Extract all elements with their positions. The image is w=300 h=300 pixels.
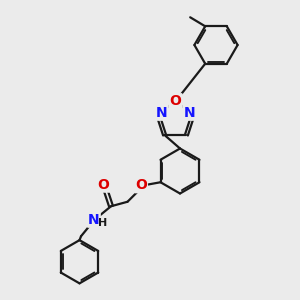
Text: H: H	[98, 218, 107, 228]
Text: O: O	[169, 94, 181, 108]
Text: N: N	[88, 213, 100, 227]
Text: N: N	[184, 106, 195, 120]
Text: N: N	[156, 106, 167, 120]
Text: O: O	[98, 178, 110, 192]
Text: O: O	[169, 94, 181, 108]
Text: O: O	[135, 178, 147, 192]
